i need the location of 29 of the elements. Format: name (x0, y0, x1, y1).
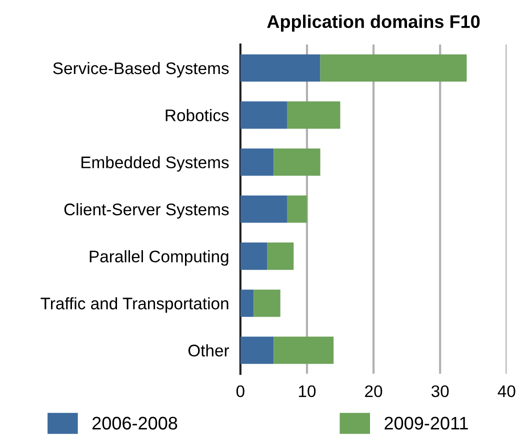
bar (267, 242, 294, 270)
bar (274, 148, 320, 176)
bar (287, 196, 307, 223)
x-tick-label: 40 (498, 385, 516, 398)
chart-title: Application domains F10 (267, 14, 480, 32)
y-tick-label: Embedded Systems (82, 156, 229, 172)
legend-label: 2009-2011 (384, 416, 468, 430)
bar (240, 242, 268, 270)
y-tick-label: Client-Server Systems (64, 203, 229, 219)
bar (240, 336, 274, 364)
y-tick-label: Service-Based Systems (53, 62, 229, 78)
y-tick-label: Parallel Computing (90, 250, 228, 266)
bar (240, 101, 287, 129)
bar (287, 101, 340, 129)
x-tick-label: 30 (431, 385, 449, 398)
x-tick-label: 0 (236, 385, 244, 398)
y-tick-label: Other (188, 344, 230, 356)
bar (240, 54, 320, 82)
x-tick-label: 20 (365, 385, 382, 398)
bar (254, 290, 280, 317)
bar (240, 148, 274, 176)
bar (274, 336, 334, 364)
bar (240, 290, 254, 317)
legend-label: 2006-2008 (92, 416, 178, 430)
bar (320, 54, 467, 82)
y-tick-label: Robotics (166, 109, 229, 122)
bar (240, 196, 287, 223)
y-tick-label: Traffic and Transportation (40, 297, 228, 313)
x-tick-label: 10 (298, 385, 316, 398)
